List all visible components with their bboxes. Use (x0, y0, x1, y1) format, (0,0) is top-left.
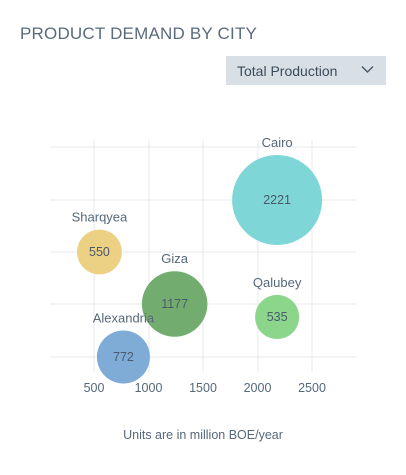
bubble-city-label: Cairo (262, 135, 293, 150)
bubble-value-label: 1177 (161, 297, 188, 311)
bubble-value-label: 550 (89, 245, 110, 259)
bubble-city-label: Giza (161, 251, 189, 266)
bubble-value-label: 772 (113, 350, 134, 364)
bubble-value-label: 2221 (263, 193, 291, 207)
x-tick-label: 2000 (244, 381, 272, 395)
bubble-sharqyea[interactable]: 550 Sharqyea (72, 210, 128, 275)
bubble-cairo[interactable]: 2221 Cairo (232, 135, 322, 245)
bubble-chart: 2221 Cairo 550 Sharqyea 1177 Giza 535 Qalubey 77… (0, 0, 406, 420)
bubble-city-label: Sharqyea (72, 210, 128, 225)
x-tick-label: 2500 (298, 381, 326, 395)
x-tick-label: 1000 (135, 381, 163, 395)
bubble-city-label: Qalubey (253, 275, 302, 290)
chart-bubbles: 2221 Cairo 550 Sharqyea 1177 Giza 535 Qalubey 77… (72, 135, 322, 384)
bubble-qalubey[interactable]: 535 Qalubey (253, 275, 302, 339)
bubble-value-label: 535 (267, 310, 288, 324)
bubble-alexandria[interactable]: 772 Alexandria (93, 310, 155, 383)
chart-footnote: Units are in million BOE/year (0, 428, 406, 442)
x-tick-label: 500 (84, 381, 105, 395)
bubble-city-label: Alexandria (93, 310, 155, 325)
x-tick-label: 1500 (189, 381, 217, 395)
